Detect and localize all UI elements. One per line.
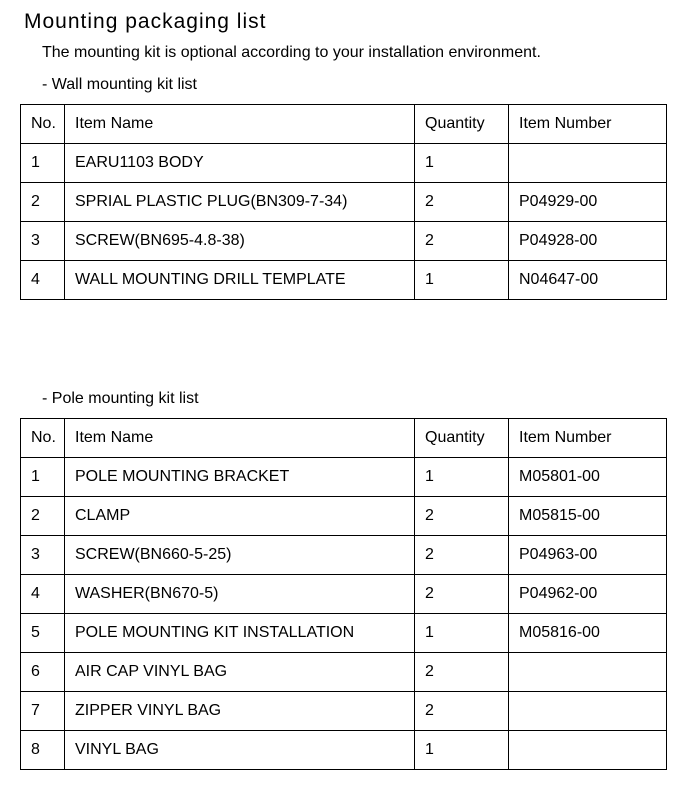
col-quantity: Quantity bbox=[415, 419, 509, 458]
cell-num bbox=[509, 731, 667, 770]
col-item-number: Item Number bbox=[509, 105, 667, 144]
cell-name: SPRIAL PLASTIC PLUG(BN309-7-34) bbox=[65, 183, 415, 222]
cell-no: 3 bbox=[21, 536, 65, 575]
cell-name: AIR CAP VINYL BAG bbox=[65, 653, 415, 692]
cell-name: CLAMP bbox=[65, 497, 415, 536]
cell-qty: 2 bbox=[415, 536, 509, 575]
cell-num: P04962-00 bbox=[509, 575, 667, 614]
cell-name: WALL MOUNTING DRILL TEMPLATE bbox=[65, 261, 415, 300]
cell-name: VINYL BAG bbox=[65, 731, 415, 770]
col-quantity: Quantity bbox=[415, 105, 509, 144]
cell-no: 6 bbox=[21, 653, 65, 692]
cell-qty: 1 bbox=[415, 144, 509, 183]
cell-no: 4 bbox=[21, 575, 65, 614]
table-row: 4 WASHER(BN670-5) 2 P04962-00 bbox=[21, 575, 667, 614]
cell-name: EARU1103 BODY bbox=[65, 144, 415, 183]
cell-num bbox=[509, 144, 667, 183]
cell-qty: 2 bbox=[415, 653, 509, 692]
cell-num: P04928-00 bbox=[509, 222, 667, 261]
pole-kit-heading: - Pole mounting kit list bbox=[42, 390, 667, 408]
table-row: 6 AIR CAP VINYL BAG 2 bbox=[21, 653, 667, 692]
cell-num bbox=[509, 653, 667, 692]
cell-name: POLE MOUNTING KIT INSTALLATION bbox=[65, 614, 415, 653]
table-row: 7 ZIPPER VINYL BAG 2 bbox=[21, 692, 667, 731]
cell-no: 1 bbox=[21, 144, 65, 183]
table-row: 2 SPRIAL PLASTIC PLUG(BN309-7-34) 2 P049… bbox=[21, 183, 667, 222]
cell-num: P04929-00 bbox=[509, 183, 667, 222]
cell-no: 2 bbox=[21, 497, 65, 536]
table-row: 1 EARU1103 BODY 1 bbox=[21, 144, 667, 183]
col-no: No. bbox=[21, 105, 65, 144]
cell-name: SCREW(BN695-4.8-38) bbox=[65, 222, 415, 261]
cell-qty: 2 bbox=[415, 222, 509, 261]
table-row: 5 POLE MOUNTING KIT INSTALLATION 1 M0581… bbox=[21, 614, 667, 653]
cell-qty: 2 bbox=[415, 575, 509, 614]
cell-name: SCREW(BN660-5-25) bbox=[65, 536, 415, 575]
table-header-row: No. Item Name Quantity Item Number bbox=[21, 105, 667, 144]
cell-no: 1 bbox=[21, 458, 65, 497]
cell-no: 3 bbox=[21, 222, 65, 261]
cell-no: 5 bbox=[21, 614, 65, 653]
table-row: 3 SCREW(BN695-4.8-38) 2 P04928-00 bbox=[21, 222, 667, 261]
cell-name: WASHER(BN670-5) bbox=[65, 575, 415, 614]
spacer bbox=[20, 310, 667, 390]
cell-qty: 1 bbox=[415, 261, 509, 300]
wall-kit-table: No. Item Name Quantity Item Number 1 EAR… bbox=[20, 104, 667, 300]
cell-qty: 2 bbox=[415, 497, 509, 536]
cell-num: M05815-00 bbox=[509, 497, 667, 536]
cell-no: 8 bbox=[21, 731, 65, 770]
cell-qty: 2 bbox=[415, 183, 509, 222]
cell-qty: 2 bbox=[415, 692, 509, 731]
table-row: 3 SCREW(BN660-5-25) 2 P04963-00 bbox=[21, 536, 667, 575]
col-item-name: Item Name bbox=[65, 419, 415, 458]
cell-name: POLE MOUNTING BRACKET bbox=[65, 458, 415, 497]
table-row: 1 POLE MOUNTING BRACKET 1 M05801-00 bbox=[21, 458, 667, 497]
cell-name: ZIPPER VINYL BAG bbox=[65, 692, 415, 731]
cell-num: M05801-00 bbox=[509, 458, 667, 497]
cell-num: M05816-00 bbox=[509, 614, 667, 653]
table-header-row: No. Item Name Quantity Item Number bbox=[21, 419, 667, 458]
intro-text: The mounting kit is optional according t… bbox=[42, 44, 667, 62]
cell-qty: 1 bbox=[415, 614, 509, 653]
cell-qty: 1 bbox=[415, 731, 509, 770]
wall-kit-heading: - Wall mounting kit list bbox=[42, 76, 667, 94]
table-row: 4 WALL MOUNTING DRILL TEMPLATE 1 N04647-… bbox=[21, 261, 667, 300]
cell-num: N04647-00 bbox=[509, 261, 667, 300]
pole-kit-table: No. Item Name Quantity Item Number 1 POL… bbox=[20, 418, 667, 770]
cell-num bbox=[509, 692, 667, 731]
col-no: No. bbox=[21, 419, 65, 458]
col-item-name: Item Name bbox=[65, 105, 415, 144]
cell-no: 4 bbox=[21, 261, 65, 300]
table-row: 8 VINYL BAG 1 bbox=[21, 731, 667, 770]
col-item-number: Item Number bbox=[509, 419, 667, 458]
cell-num: P04963-00 bbox=[509, 536, 667, 575]
cell-qty: 1 bbox=[415, 458, 509, 497]
cell-no: 7 bbox=[21, 692, 65, 731]
cell-no: 2 bbox=[21, 183, 65, 222]
page-title: Mounting packaging list bbox=[24, 10, 667, 34]
page: Mounting packaging list The mounting kit… bbox=[0, 0, 687, 800]
table-row: 2 CLAMP 2 M05815-00 bbox=[21, 497, 667, 536]
